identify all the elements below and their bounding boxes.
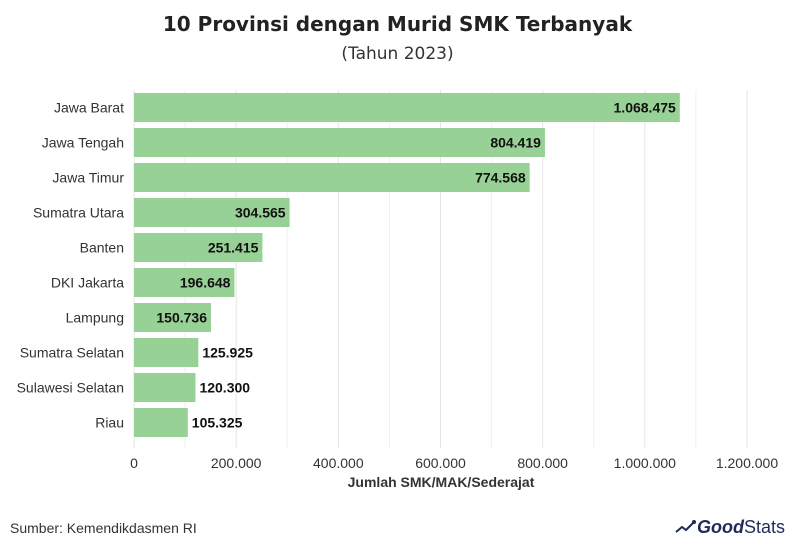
bar <box>134 93 680 122</box>
x-tick-label: 1.000.000 <box>614 455 676 471</box>
chart-subtitle: (Tahun 2023) <box>341 44 454 64</box>
goodstats-logo: Good Stats <box>674 512 785 542</box>
bar <box>134 268 235 297</box>
bar <box>134 233 263 262</box>
category-label: DKI Jakarta <box>51 275 124 291</box>
bar <box>134 338 199 367</box>
x-tick-label: 200.000 <box>211 455 262 471</box>
value-label: 150.736 <box>156 310 207 326</box>
value-labels: 1.068.475 804.419 774.568 304.565 251.415 196… <box>156 100 676 431</box>
category-label: Banten <box>80 240 124 256</box>
category-label: Sumatra Selatan <box>20 345 124 361</box>
x-axis-title: Jumlah SMK/MAK/Sederajat <box>348 474 535 490</box>
category-label: Lampung <box>66 310 124 326</box>
bar <box>134 303 212 332</box>
category-label: Sumatra Utara <box>33 205 124 221</box>
category-label: Jawa Tengah <box>42 135 124 151</box>
trend-spark-icon <box>675 520 696 533</box>
trend-line <box>675 521 695 533</box>
category-label: Sulawesi Selatan <box>17 380 124 396</box>
x-tick-labels: 0 200.000 400.000 600.000 800.000 1.000.000 1.… <box>130 455 778 471</box>
bar <box>134 198 290 227</box>
category-label: Riau <box>95 415 124 431</box>
x-tick-label: 1.200.000 <box>716 455 778 471</box>
value-label: 120.300 <box>199 380 250 396</box>
bar <box>134 408 188 437</box>
chart-title: 10 Provinsi dengan Murid SMK Terbanyak <box>162 12 633 36</box>
brand-part-good: Good <box>696 516 744 537</box>
value-label: 105.325 <box>192 415 243 431</box>
value-label: 196.648 <box>180 275 231 291</box>
bar <box>134 373 196 402</box>
value-label: 125.925 <box>202 345 253 361</box>
x-tick-label: 800.000 <box>517 455 568 471</box>
value-label: 1.068.475 <box>614 100 676 116</box>
bars <box>134 93 680 437</box>
x-tick-label: 0 <box>130 455 138 471</box>
bar <box>134 128 545 157</box>
category-label: Jawa Barat <box>54 100 124 116</box>
brand-part-stats: Stats <box>743 516 785 537</box>
category-label: Jawa Timur <box>52 170 124 186</box>
trend-dot <box>691 520 696 524</box>
x-tick-label: 400.000 <box>313 455 364 471</box>
x-tick-label: 600.000 <box>415 455 466 471</box>
category-labels: Jawa Barat Jawa Tengah Jawa Timur Sumatra U… <box>17 100 125 431</box>
value-label: 774.568 <box>475 170 526 186</box>
source-note: Sumber: Kemendikdasmen RI <box>10 520 197 536</box>
value-label: 251.415 <box>208 240 259 256</box>
value-label: 804.419 <box>490 135 541 151</box>
value-label: 304.565 <box>235 205 286 221</box>
bar <box>134 163 530 192</box>
